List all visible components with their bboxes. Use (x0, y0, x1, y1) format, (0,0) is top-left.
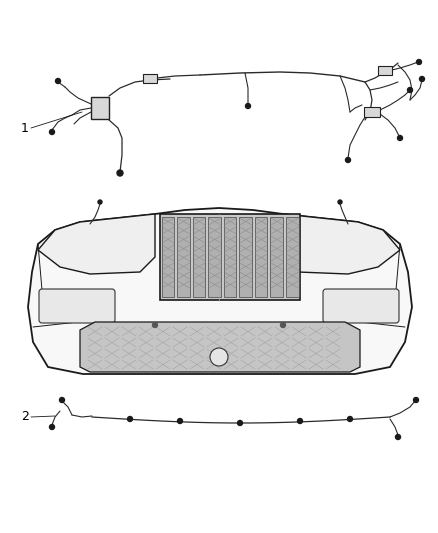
Circle shape (398, 135, 403, 141)
Polygon shape (28, 208, 412, 374)
Bar (160, 214, 300, 300)
Circle shape (338, 200, 342, 204)
Text: 1: 1 (21, 122, 29, 134)
Circle shape (413, 398, 418, 402)
Circle shape (49, 130, 54, 134)
Bar (193, 217, 205, 297)
Circle shape (60, 398, 64, 402)
Bar (270, 217, 283, 297)
Circle shape (98, 200, 102, 204)
Circle shape (237, 421, 243, 425)
Polygon shape (283, 214, 400, 274)
Circle shape (49, 424, 54, 430)
Circle shape (117, 170, 123, 176)
Circle shape (280, 322, 286, 327)
Circle shape (347, 416, 353, 422)
Bar (91, 97, 109, 119)
Circle shape (396, 434, 400, 440)
Bar (286, 217, 299, 297)
Circle shape (210, 348, 228, 366)
Circle shape (152, 322, 158, 327)
Circle shape (417, 60, 421, 64)
Circle shape (127, 416, 133, 422)
Bar (378, 66, 392, 75)
Bar (143, 74, 157, 83)
Circle shape (297, 418, 303, 424)
Bar (255, 217, 267, 297)
Circle shape (346, 157, 350, 163)
Bar (224, 217, 236, 297)
Bar (177, 217, 190, 297)
Circle shape (177, 418, 183, 424)
Bar (162, 217, 174, 297)
FancyBboxPatch shape (39, 289, 115, 323)
Polygon shape (80, 322, 360, 372)
Circle shape (246, 103, 251, 109)
Bar (208, 217, 221, 297)
Text: 2: 2 (21, 410, 29, 424)
Circle shape (420, 77, 424, 82)
Bar (239, 217, 252, 297)
Circle shape (56, 78, 60, 84)
Circle shape (407, 87, 413, 93)
FancyBboxPatch shape (323, 289, 399, 323)
Polygon shape (38, 214, 155, 274)
Bar (364, 107, 380, 117)
